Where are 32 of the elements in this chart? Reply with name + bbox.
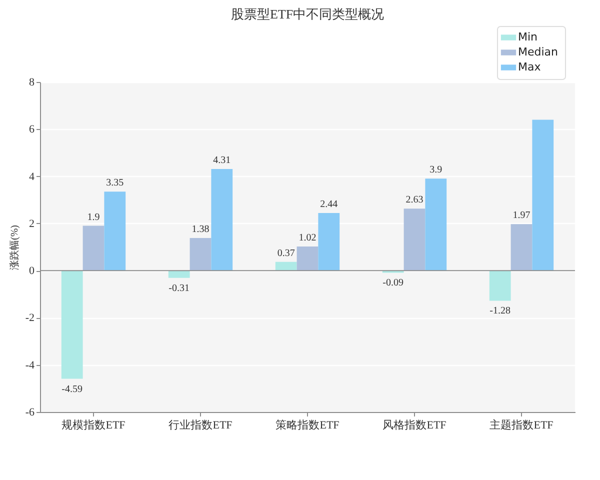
legend-label: Max [518, 60, 542, 74]
y-tick-label: -2 [25, 312, 34, 324]
x-tick-label: 主题指数ETF [490, 418, 554, 432]
data-label: -4.59 [62, 384, 83, 395]
y-tick-label: 4 [29, 170, 35, 183]
data-label: 1.02 [298, 232, 316, 244]
y-tick-label: 0 [29, 265, 35, 278]
y-axis-title: 涨跌幅(%) [8, 225, 20, 270]
data-label: 2.63 [406, 194, 424, 206]
data-label: 1.38 [192, 224, 210, 236]
legend-label: Min [518, 30, 538, 44]
y-tick-label: 8 [29, 76, 35, 88]
data-label: -0.31 [168, 282, 190, 294]
x-tick-label: 规模指数ETF [62, 420, 126, 432]
chart-title: 股票型ETF中不同类型概况 [230, 6, 384, 22]
data-label: 2.44 [320, 199, 338, 210]
data-label: 3.9 [430, 164, 442, 176]
data-label: -1.28 [490, 306, 511, 317]
y-tick-label: -6 [25, 406, 35, 418]
data-label: 4.31 [213, 154, 231, 166]
legend-label: Median [518, 46, 558, 58]
x-tick-label: 行业指数ETF [168, 418, 232, 432]
data-label: 0.37 [277, 248, 295, 259]
data-label: 1.9 [87, 212, 100, 223]
y-tick-label: 6 [29, 124, 35, 136]
data-label: 3.35 [106, 178, 124, 189]
x-tick-label: 风格指数ETF [382, 420, 446, 432]
y-tick-label: 2 [29, 218, 34, 230]
data-label: -0.09 [382, 278, 404, 289]
y-tick-label: -4 [25, 359, 35, 372]
x-tick-label: 策略指数ETF [276, 420, 340, 432]
data-label: 1.97 [512, 210, 530, 222]
